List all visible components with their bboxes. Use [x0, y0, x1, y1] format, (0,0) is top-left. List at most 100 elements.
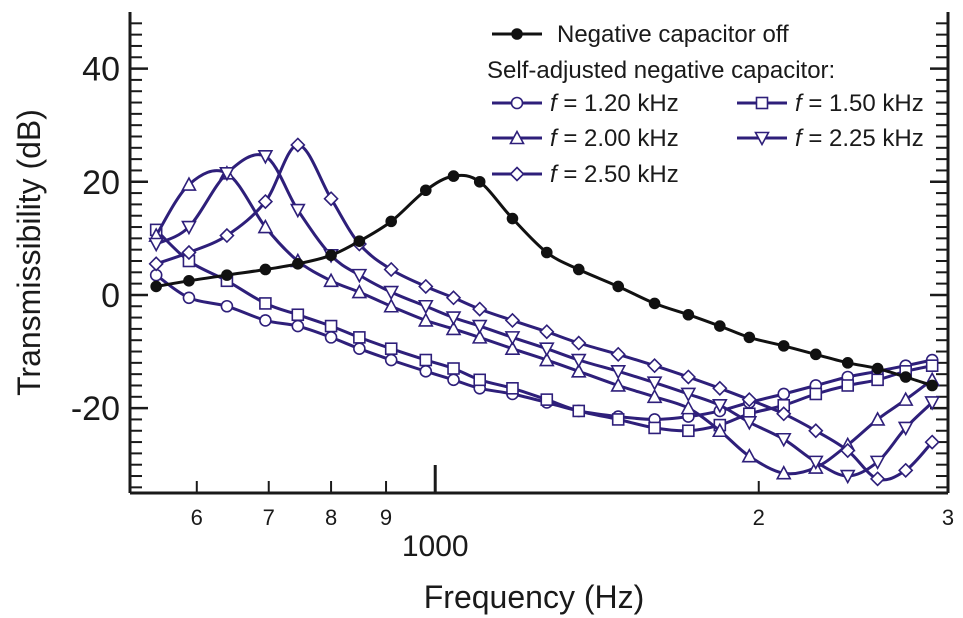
data-point-dot: [683, 310, 693, 320]
legend-label: f = 2.25 kHz: [795, 125, 924, 152]
series-diamond: [150, 138, 939, 485]
data-point-diamond: [809, 424, 822, 437]
data-point-square: [326, 321, 337, 332]
data-point-triangle-down: [353, 270, 366, 282]
data-point-circle: [221, 301, 232, 312]
data-point-diamond: [473, 303, 486, 316]
data-point-square: [507, 383, 518, 394]
legend: Self-adjusted negative capacitor: Negati…: [487, 21, 924, 188]
legend-title: Self-adjusted negative capacitor:: [487, 57, 835, 84]
data-point-triangle-down: [150, 239, 163, 251]
series-layer: [150, 138, 939, 485]
data-point-dot: [843, 358, 853, 368]
data-point-square: [386, 343, 397, 354]
data-point-circle: [386, 355, 397, 366]
data-point-dot: [326, 250, 336, 260]
data-point-square: [541, 394, 552, 405]
data-point-dot: [811, 349, 821, 359]
data-point-dot: [151, 281, 161, 291]
legend-label-value: = 2.50 kHz: [557, 161, 679, 188]
y-tick-label: 0: [101, 277, 120, 315]
data-point-dot: [507, 214, 517, 224]
data-point-dot: [449, 171, 459, 181]
data-point-square: [810, 388, 821, 399]
data-point-dot: [927, 380, 937, 390]
data-point-diamond: [419, 280, 432, 293]
y-tick-label: 40: [82, 51, 120, 89]
data-point-circle: [260, 315, 271, 326]
y-axis-title: Transmissibility (dB): [11, 109, 47, 396]
legend-label-value: = 2.00 kHz: [557, 125, 679, 152]
data-point-dot: [354, 236, 364, 246]
data-point-dot: [613, 281, 623, 291]
data-point-circle: [326, 332, 337, 343]
x-tick-label: 7: [263, 505, 275, 530]
data-point-dot: [475, 177, 485, 187]
legend-label-value: = 1.50 kHz: [802, 90, 924, 117]
data-point-square: [474, 374, 485, 385]
legend-label-value: = 1.20 kHz: [557, 90, 679, 117]
data-point-circle: [292, 321, 303, 332]
data-point-dot: [744, 332, 754, 342]
x-tick-label: 2: [753, 505, 765, 530]
data-point-dot: [542, 248, 552, 258]
data-point-square: [683, 425, 694, 436]
data-point-square: [573, 405, 584, 416]
data-point-dot: [184, 276, 194, 286]
data-point-dot: [873, 364, 883, 374]
legend-label: Negative capacitor off: [557, 21, 789, 48]
data-point-circle: [420, 366, 431, 377]
data-point-circle: [354, 343, 365, 354]
legend-label: f = 1.50 kHz: [795, 90, 924, 117]
data-point-diamond: [511, 168, 524, 181]
legend-label-value: = 2.25 kHz: [802, 125, 924, 152]
data-point-diamond: [540, 325, 553, 338]
legend-label: f = 2.50 kHz: [550, 161, 679, 188]
x-axis-title: Frequency (Hz): [424, 579, 645, 615]
data-point-dot: [260, 264, 270, 274]
data-point-square: [448, 363, 459, 374]
data-point-diamond: [447, 291, 460, 304]
x-tick-label: 6: [191, 505, 203, 530]
data-point-square: [354, 332, 365, 343]
data-point-diamond: [572, 337, 585, 350]
data-point-circle: [183, 292, 194, 303]
data-point-diamond: [150, 257, 163, 270]
data-point-diamond: [506, 314, 519, 327]
data-point-triangle-up: [325, 274, 338, 286]
data-point-dot: [574, 264, 584, 274]
legend-label: f = 1.20 kHz: [550, 90, 679, 117]
y-tick-label: 20: [82, 164, 120, 202]
data-point-dot: [293, 259, 303, 269]
data-point-dot: [779, 341, 789, 351]
data-point-circle: [448, 374, 459, 385]
data-point-diamond: [682, 370, 695, 383]
data-point-dot: [421, 185, 431, 195]
data-point-triangle-down: [743, 417, 756, 429]
data-point-diamond: [612, 348, 625, 361]
data-point-square: [757, 98, 768, 109]
data-point-diamond: [871, 472, 884, 485]
data-point-square: [872, 374, 883, 385]
data-point-square: [260, 298, 271, 309]
legend-label: f = 2.00 kHz: [550, 125, 679, 152]
data-point-square: [649, 422, 660, 433]
data-point-diamond: [325, 192, 338, 205]
data-point-square: [420, 355, 431, 366]
data-point-dot: [222, 270, 232, 280]
data-point-dot: [512, 29, 522, 39]
x-tick-label: 3: [942, 505, 954, 530]
x-tick-label: 9: [380, 505, 392, 530]
data-point-circle: [778, 388, 789, 399]
data-point-circle: [512, 98, 523, 109]
data-point-dot: [386, 216, 396, 226]
data-point-diamond: [713, 382, 726, 395]
data-point-dot: [715, 321, 725, 331]
data-point-dot: [901, 372, 911, 382]
data-point-square: [613, 414, 624, 425]
data-point-square: [842, 380, 853, 391]
data-point-diamond: [648, 359, 661, 372]
x-decade-label: 1000: [402, 530, 469, 563]
x-tick-label: 8: [325, 505, 337, 530]
